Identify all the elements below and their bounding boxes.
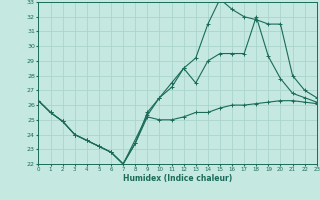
X-axis label: Humidex (Indice chaleur): Humidex (Indice chaleur) xyxy=(123,174,232,183)
